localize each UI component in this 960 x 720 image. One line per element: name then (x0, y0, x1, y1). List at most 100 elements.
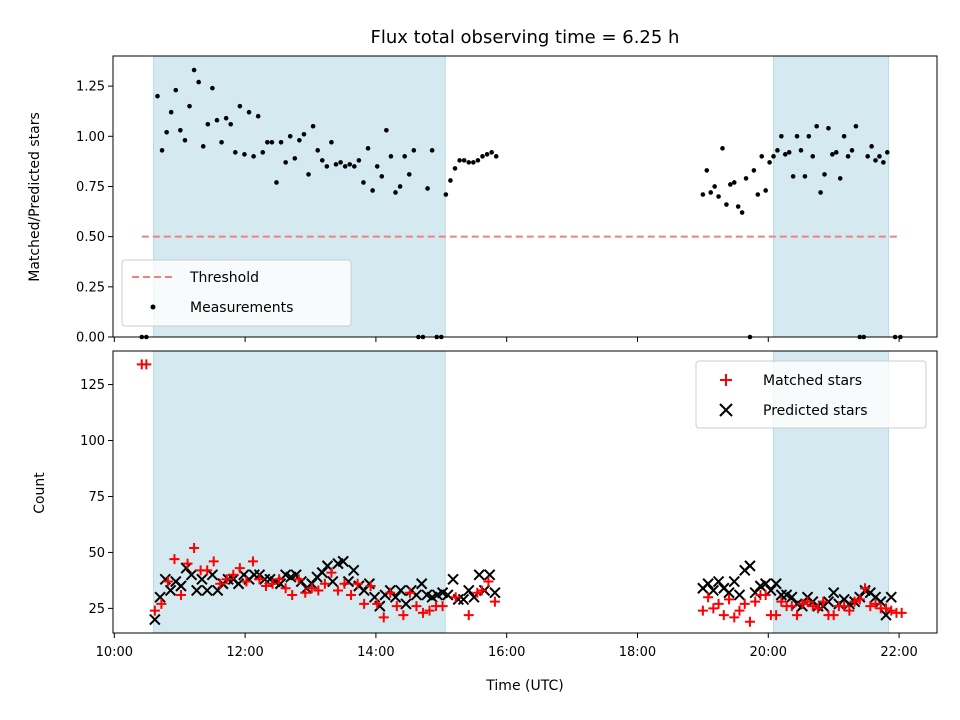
measurement-point (329, 140, 334, 145)
predicted-star-point (358, 584, 370, 597)
measurement-point (782, 152, 788, 157)
matched-star-point (149, 605, 160, 616)
matched-star-point (254, 574, 265, 585)
predicted-star-point (259, 573, 271, 585)
measurement-point (826, 125, 831, 131)
matched-star-point (708, 603, 719, 614)
predicted-star-point (473, 569, 485, 581)
measurement-point (274, 180, 279, 185)
top-legend-measurements-swatch (150, 304, 156, 310)
measurement-point (219, 140, 224, 145)
measurement-point (452, 166, 458, 171)
matched-star-point (274, 574, 285, 585)
measurement-point (214, 117, 220, 123)
measurement-point (771, 154, 776, 159)
bottom-legend-predicted-label: Predicted stars (763, 403, 868, 419)
x-tick-label: 10:00 (96, 645, 133, 660)
matched-star-point (391, 601, 402, 612)
measurement-point (704, 168, 710, 173)
measurement-point (873, 158, 878, 163)
measurement-point (806, 133, 812, 139)
predicted-star-point (180, 562, 192, 574)
x-tick-label: 16:00 (488, 645, 525, 660)
measurement-point (402, 154, 407, 159)
measurement-point (164, 129, 169, 135)
measurement-point (716, 194, 721, 199)
matched-star-point (346, 589, 357, 600)
measurement-point (168, 109, 174, 115)
measurement-point (210, 85, 215, 91)
measurement-point (743, 176, 749, 181)
matched-star-point (411, 601, 422, 612)
matched-star-point (339, 578, 350, 589)
y-tick-label: 125 (80, 378, 105, 393)
matched-star-point (228, 569, 239, 580)
predicted-star-point (489, 587, 501, 599)
matched-star-point (739, 598, 750, 609)
top-panel-points (139, 67, 903, 340)
matched-star-point (802, 596, 813, 607)
measurement-point (865, 154, 870, 159)
predicted-star-point (337, 555, 349, 568)
predicted-star-point (875, 595, 887, 608)
measurement-point (260, 150, 266, 155)
predicted-star-point (733, 589, 746, 601)
measurement-point (352, 164, 357, 169)
measurement-point (480, 154, 485, 159)
top-legend-box (121, 259, 352, 327)
predicted-star-point (347, 564, 360, 577)
matched-star-point (372, 598, 383, 609)
matched-star-point (156, 598, 167, 609)
y-tick-label: 25 (88, 602, 105, 617)
matched-star-point (437, 601, 448, 612)
matched-star-point (886, 605, 897, 616)
measurement-point (845, 154, 851, 159)
top-panel-x-ticks (113, 337, 900, 342)
measurement-point (196, 79, 201, 85)
matched-star-point (365, 581, 376, 591)
y-tick-label: 1.00 (76, 130, 105, 145)
matched-star-point (234, 563, 245, 574)
measurement-point (489, 150, 494, 155)
measurement-point (297, 138, 302, 143)
measurement-point (786, 150, 792, 155)
matched-star-point (476, 585, 487, 596)
measurement-point (735, 204, 741, 209)
matched-star-point (261, 581, 272, 591)
predicted-star-point (759, 578, 772, 590)
predicted-star-point (274, 578, 287, 590)
bottom-panel-frame (112, 350, 938, 634)
predicted-star-point (196, 573, 208, 585)
matched-star-point (280, 583, 291, 594)
matched-star-point (489, 596, 500, 607)
measurement-point (187, 103, 192, 109)
measurement-point (763, 188, 768, 193)
matched-star-point (844, 605, 855, 616)
measurement-point (802, 174, 808, 179)
measurement-point (810, 154, 816, 159)
matched-star-point (300, 587, 311, 598)
predicted-star-point (749, 587, 761, 599)
bottom-legend-predicted-swatch (719, 403, 733, 417)
matched-star-point (359, 598, 370, 609)
bottom-panel-predicted-points (149, 555, 897, 626)
y-tick-label: 75 (88, 490, 105, 505)
matched-star-point (417, 607, 428, 618)
matched-star-point (202, 565, 213, 576)
matched-star-point (182, 558, 193, 569)
matched-star-point (697, 605, 708, 616)
measurement-point (306, 172, 311, 177)
predicted-star-point (185, 569, 198, 581)
measurement-point (155, 93, 160, 99)
measurement-point (708, 190, 714, 195)
predicted-star-point (728, 575, 740, 588)
y-tick-label: 0.75 (76, 180, 105, 195)
measurement-point (255, 113, 261, 119)
y-tick-label: 0.00 (76, 331, 105, 346)
measurement-point (200, 144, 206, 149)
matched-star-point (215, 578, 226, 589)
x-tick-label: 14:00 (357, 645, 394, 660)
measurement-point (315, 148, 320, 153)
predicted-star-point (175, 580, 187, 592)
matched-star-point (786, 601, 797, 612)
